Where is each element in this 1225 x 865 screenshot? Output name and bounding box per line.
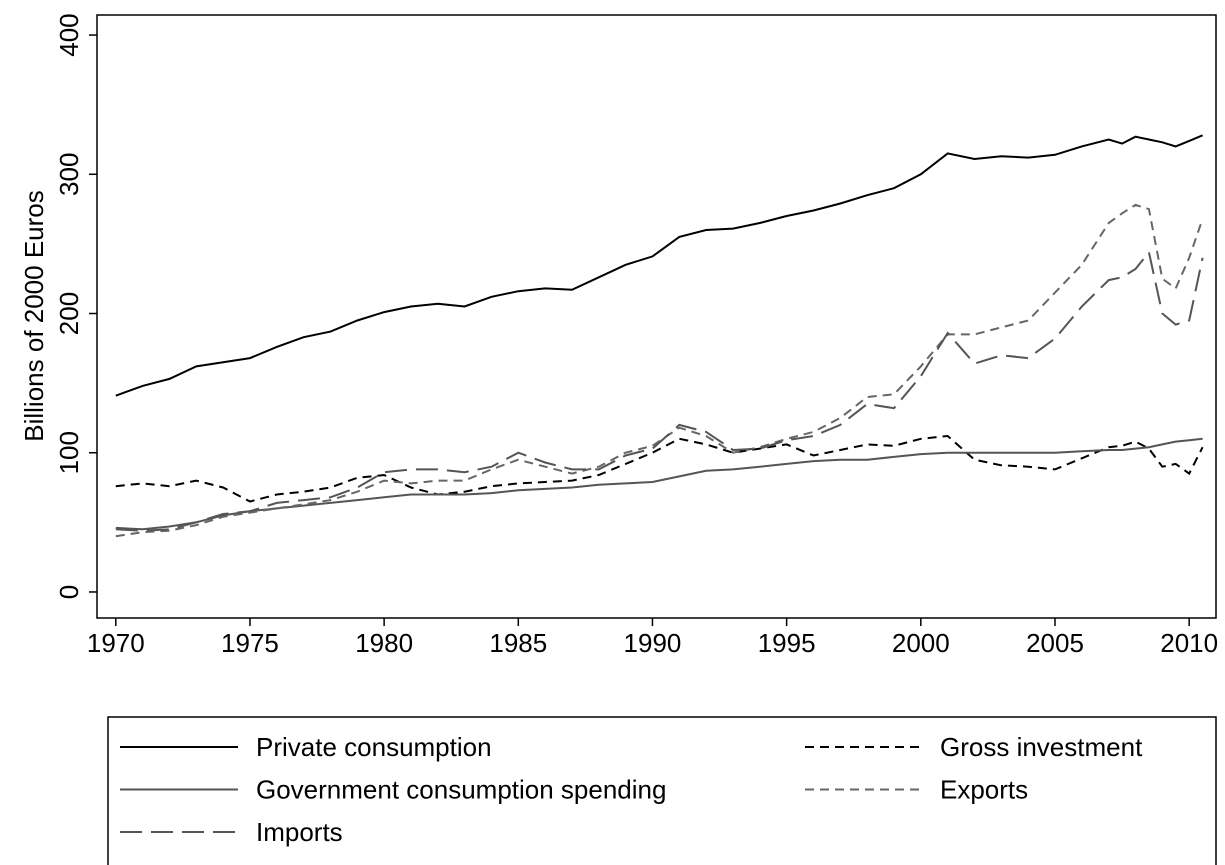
x-tick-label: 2010 (1160, 628, 1218, 658)
y-tick-label: 0 (54, 585, 84, 599)
y-axis-title: Billions of 2000 Euros (19, 190, 49, 441)
x-tick-label: 1975 (221, 628, 279, 658)
legend-label: Government consumption spending (256, 775, 666, 805)
x-tick-label: 1990 (624, 628, 682, 658)
series-line (115, 249, 1204, 532)
x-tick-label: 2000 (892, 628, 950, 658)
legend-label: Private consumption (256, 732, 492, 762)
legend-label: Exports (940, 775, 1028, 805)
y-tick-label: 400 (54, 13, 84, 56)
legend-label: Imports (256, 817, 343, 847)
legend-box (107, 716, 1217, 865)
legend-label: Gross investment (940, 732, 1143, 762)
plot-frame (96, 14, 1217, 619)
y-tick-label: 300 (54, 153, 84, 196)
x-tick-label: 1995 (758, 628, 816, 658)
x-tick-label: 1980 (355, 628, 413, 658)
series-line (115, 134, 1203, 397)
x-tick-label: 1970 (87, 628, 145, 658)
y-tick-label: 100 (54, 431, 84, 474)
y-tick-label: 200 (54, 292, 84, 335)
series-line (115, 203, 1204, 538)
series-line (115, 437, 1203, 531)
series-line (115, 434, 1204, 503)
x-tick-label: 1985 (489, 628, 547, 658)
x-tick-label: 2005 (1026, 628, 1084, 658)
